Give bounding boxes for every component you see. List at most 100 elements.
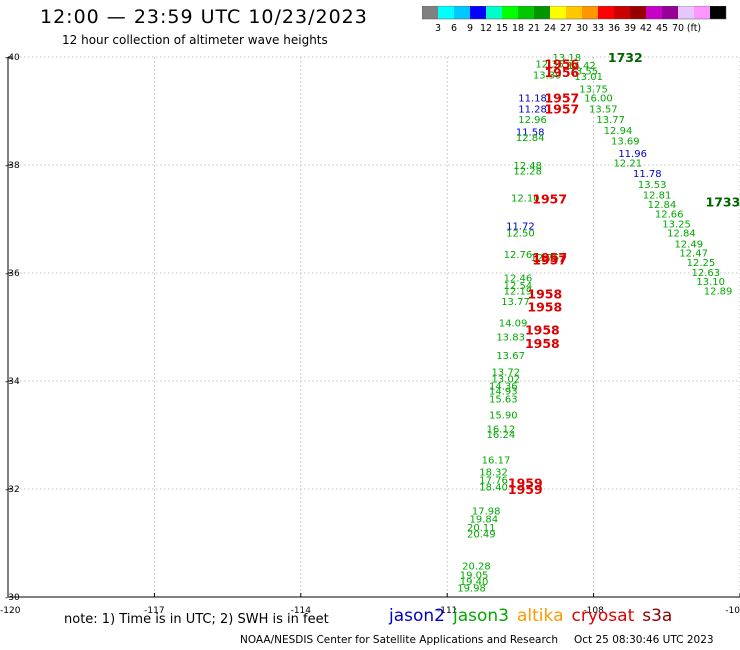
- pass-time-labels: 1732173319561956195719571957195719571958…: [508, 50, 740, 497]
- wave-height-value: 13.83: [496, 333, 525, 344]
- wave-height-value: 12.35: [535, 59, 564, 70]
- color-swatch: [566, 6, 582, 19]
- color-swatch: [646, 6, 662, 19]
- wave-height-value: 16.00: [584, 94, 613, 105]
- color-scale-label: 33: [592, 23, 604, 34]
- color-swatch: [422, 6, 438, 19]
- color-scale: 3 6 9 12 15 18 21 24 27 30 33 36 39 42 45 70 (ft): [422, 6, 727, 34]
- wave-height-value: 12.19: [504, 286, 533, 297]
- pass-time-label: 1958: [525, 323, 560, 338]
- wave-height-value: 19.40: [460, 577, 489, 588]
- color-scale-label: 70: [672, 23, 684, 34]
- credit-text: NOAA/NESDIS Center for Satellite Applica…: [240, 634, 558, 646]
- generated-timestamp: Oct 25 08:30:46 UTC 2023: [574, 634, 714, 646]
- color-scale-border: [422, 6, 727, 20]
- color-scale-label: 3: [435, 23, 441, 34]
- color-swatch: [630, 6, 646, 19]
- wave-height-value: 12.96: [518, 115, 547, 126]
- pass-time-label: 1957: [544, 91, 579, 106]
- wave-height-value: 19.98: [457, 583, 486, 594]
- color-swatch: [438, 6, 454, 19]
- legend-jason3: jason3: [453, 606, 509, 626]
- wave-height-value: 18.32: [479, 468, 508, 479]
- chart-title: 12:00 — 23:59 UTC 10/23/2023: [40, 6, 368, 28]
- color-scale-label: 39: [624, 23, 636, 34]
- wave-height-value: 12.66: [655, 210, 684, 221]
- wave-height-value: 13.53: [638, 180, 667, 191]
- pass-time-label: 1958: [527, 299, 562, 314]
- wave-height-value: 12.47: [679, 248, 708, 259]
- wave-height-value: 17.98: [472, 507, 501, 518]
- wave-height-value: 12.89: [704, 286, 733, 297]
- wave-height-value: 13.77: [501, 297, 530, 308]
- wave-height-value: 11.96: [618, 149, 647, 160]
- color-scale-label: 12: [480, 23, 492, 34]
- pass-time-label: 1957: [532, 253, 567, 268]
- wave-height-value: 14.09: [499, 319, 528, 330]
- wave-height-value: 13.72: [491, 367, 520, 378]
- wave-height-value: 13.39: [533, 70, 562, 81]
- x-tick-label: -114: [291, 606, 312, 616]
- wave-height-value: 12.50: [506, 229, 535, 240]
- wave-height-value: 16.12: [487, 425, 516, 436]
- wave-height-value: 12.63: [692, 268, 721, 279]
- wave-height-value: 12.76: [530, 253, 559, 264]
- wave-height-value: 12.84: [648, 200, 677, 211]
- wave-height-value: 11.18: [518, 94, 547, 105]
- y-tick-label: -30: [5, 593, 20, 603]
- color-swatch: [502, 6, 518, 19]
- y-tick-label: -36: [5, 269, 20, 279]
- color-swatch: [614, 6, 630, 19]
- wave-height-value: 20.28: [462, 562, 491, 573]
- y-tick-label: -32: [5, 485, 20, 495]
- wave-height-value: 12.21: [613, 158, 642, 169]
- wave-height-value: 12.46: [504, 273, 533, 284]
- x-tick-label: -117: [144, 606, 164, 616]
- units-note: note: 1) Time is in UTC; 2) SWH is in fe…: [64, 612, 329, 627]
- wave-height-value: 11.58: [516, 128, 545, 139]
- credit-line: NOAA/NESDIS Center for Satellite Applica…: [240, 634, 730, 646]
- pass-time-label: 1958: [527, 287, 562, 302]
- wave-height-value: 19.05: [460, 570, 489, 581]
- wave-height-value: 13.57: [589, 104, 618, 115]
- wave-height-value: 17.76: [479, 475, 508, 486]
- wave-height-value: 12.48: [513, 161, 542, 172]
- wave-height-value: 13.55: [570, 67, 599, 78]
- wave-height-value: 16.24: [487, 430, 516, 441]
- wave-height-value: 13.75: [579, 84, 608, 95]
- y-tick-label: -38: [5, 161, 20, 171]
- color-scale-label: 6: [451, 23, 457, 34]
- wave-height-value: 13.77: [596, 115, 625, 126]
- color-swatch: [518, 6, 534, 19]
- pass-time-label: 1958: [525, 336, 560, 351]
- color-swatch: [678, 6, 694, 19]
- wave-height-value: 13.02: [491, 374, 520, 385]
- x-tick-label: -10: [725, 606, 740, 616]
- color-scale-label: 36: [608, 23, 620, 34]
- color-swatch: [582, 6, 598, 19]
- satellite-legend: jason2 jason3 altika cryosat s3a: [389, 606, 680, 626]
- color-swatch: [550, 6, 566, 19]
- wave-height-value: 13.01: [574, 72, 603, 83]
- y-tick-label: -34: [5, 377, 20, 387]
- wave-height-value: 12.10: [511, 193, 540, 204]
- wave-height-value: 12.94: [604, 126, 633, 137]
- wave-height-value: 12.76: [504, 250, 533, 261]
- color-scale-label: (ft): [687, 23, 701, 34]
- wave-height-value: 12.25: [687, 258, 716, 269]
- color-swatch: [470, 6, 486, 19]
- wave-height-value: 11.78: [633, 169, 662, 180]
- y-tick-label: -40: [5, 53, 20, 63]
- color-swatch: [598, 6, 614, 19]
- wave-height-value: 15.63: [489, 394, 518, 405]
- color-scale-label: 42: [640, 23, 652, 34]
- wave-height-value: 20.11: [467, 523, 496, 534]
- pass-time-label: 1957: [544, 101, 579, 116]
- color-swatch: [486, 6, 502, 19]
- wave-height-value: 18.40: [479, 482, 508, 493]
- wave-height-value: 14.36: [489, 381, 518, 392]
- wave-height-value: 13.10: [696, 277, 725, 288]
- wave-height-value: 12.49: [674, 239, 703, 250]
- pass-time-label: 1959: [508, 476, 543, 491]
